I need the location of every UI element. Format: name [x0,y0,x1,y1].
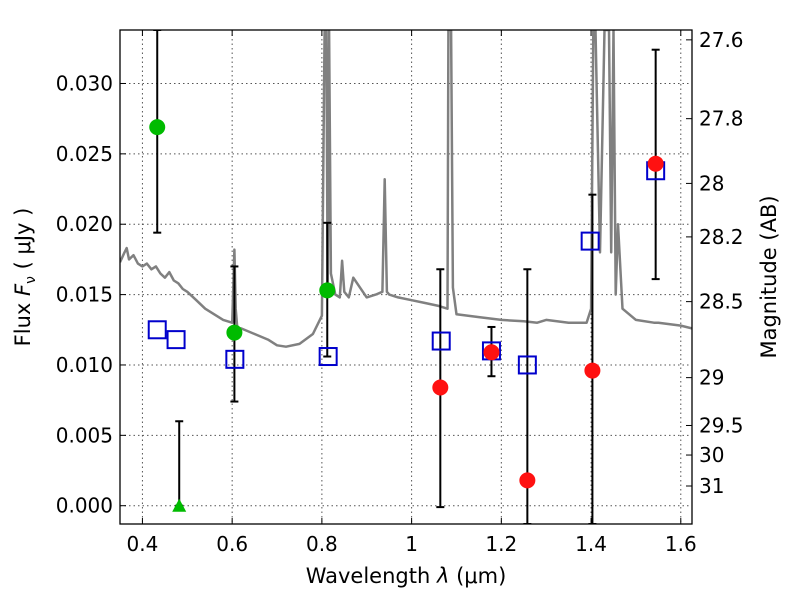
model-photometry-square [431,331,451,351]
right-tick-label: 27.6 [699,28,744,52]
model-photometry-square [225,349,245,369]
right-tick-label: 30 [699,443,724,467]
y-tick-label: 0.005 [56,423,113,447]
x-tick-label: 1.2 [485,532,517,556]
right-tick-label: 29 [699,366,724,390]
y-axis-label: Flux Fν ( μJy ) [11,208,39,347]
x-tick-label: 1.6 [665,532,697,556]
model-photometry-square [517,355,537,375]
right-tick-label: 27.8 [699,107,744,131]
y-tick-label: 0.010 [56,353,113,377]
model-photometry-square [166,330,186,350]
red-flux-point [483,344,500,361]
green-flux-point [149,119,166,136]
x-axis-label: Wavelength λ (μm) [306,564,507,588]
right-tick-label: 28.2 [699,225,744,249]
model-spectrum-line [120,30,692,348]
right-axis-label: Magnitude (AB) [757,195,781,358]
plot-frame [119,29,693,525]
model-photometry-square [580,231,600,251]
right-tick-label: 29.5 [699,413,744,437]
x-tick-label: 0.4 [127,532,159,556]
red-flux-point [584,362,601,379]
y-tick-label: 0.025 [56,142,113,166]
y-tick-label: 0.015 [56,283,113,307]
model-photometry-square [318,347,338,367]
observed-points [149,119,664,512]
right-tick-label: 28 [699,171,724,195]
x-tick-label: 0.6 [216,532,248,556]
right-tick-label: 28.5 [699,290,744,314]
green-flux-point [319,282,336,299]
red-flux-point [519,472,536,489]
x-tick-label: 1.4 [575,532,607,556]
upper-limit-triangle [172,498,187,512]
y-tick-label: 0.020 [56,212,113,236]
x-tick-label: 0.8 [306,532,338,556]
plot-area [120,30,692,524]
right-tick-label: 31 [699,474,724,498]
axis-ticks: 0.4 0.6 0.8 1 1.2 1.4 1.6 0.000 0.005 0.010 0.015 0… [56,28,744,556]
red-flux-point [647,155,664,172]
green-flux-point [226,324,243,341]
grid-lines [120,30,692,524]
plot-background [120,30,692,524]
model-photometry-square [147,320,167,340]
y-tick-label: 0.000 [56,494,113,518]
red-flux-point [432,379,449,396]
y-tick-label: 0.030 [56,71,113,95]
x-tick-label: 1 [405,532,418,556]
